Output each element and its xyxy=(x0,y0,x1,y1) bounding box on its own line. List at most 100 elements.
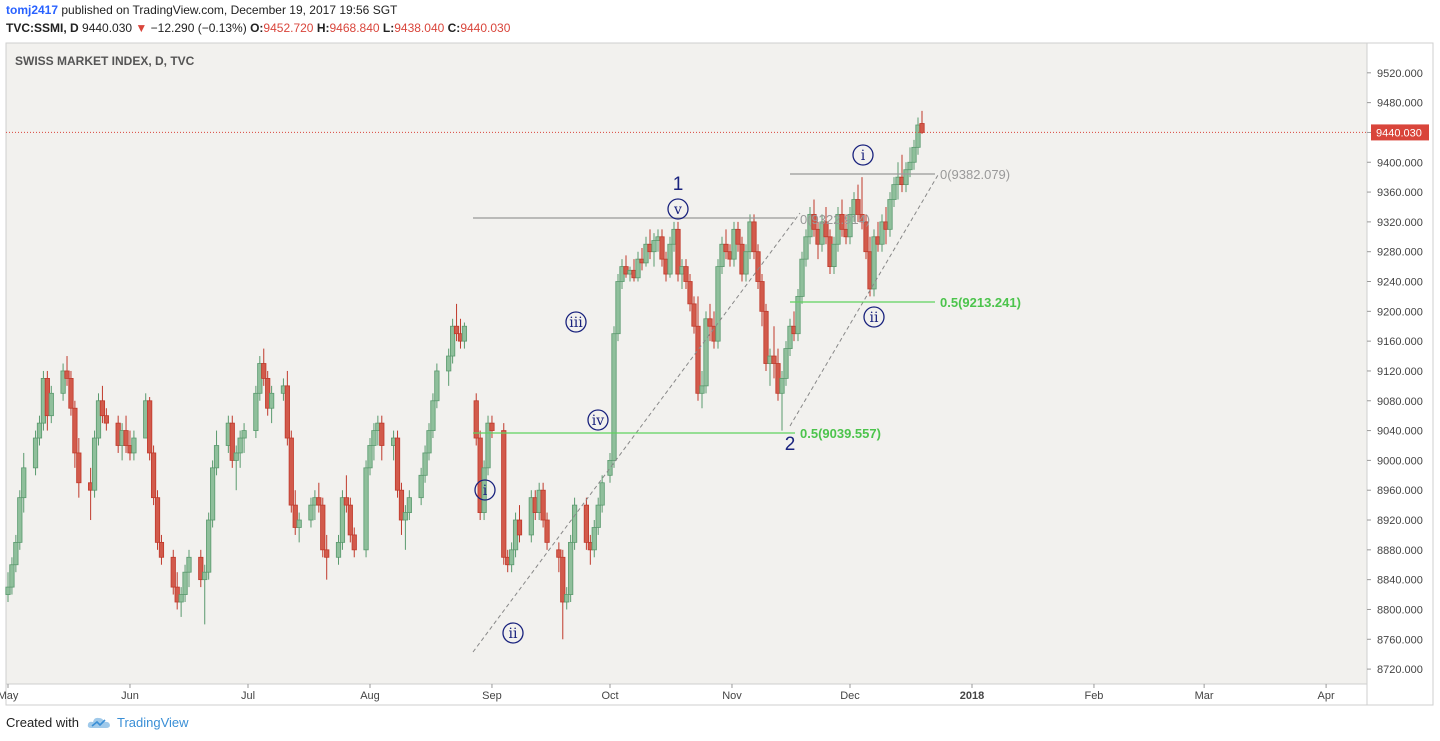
candle-body xyxy=(453,325,460,335)
candle-body xyxy=(202,571,208,581)
candle-body xyxy=(783,348,789,379)
wave-label: 1 xyxy=(673,174,684,195)
y-tick-label: 9000.000 xyxy=(1377,455,1423,467)
candle xyxy=(363,460,369,558)
candle xyxy=(32,430,39,476)
candle-body xyxy=(591,527,597,551)
candle-body xyxy=(64,370,70,379)
y-tick-label: 8840.000 xyxy=(1377,575,1423,587)
candle-body xyxy=(691,303,697,327)
candle-body xyxy=(695,325,701,394)
candle-body xyxy=(481,467,487,513)
x-tick-label: 2018 xyxy=(960,690,984,702)
x-tick-label: Sep xyxy=(482,690,502,702)
candle xyxy=(394,430,401,498)
candle xyxy=(763,303,769,371)
candle-body xyxy=(703,318,709,387)
candle-body xyxy=(707,318,713,327)
candle xyxy=(202,564,208,625)
candle-body xyxy=(799,258,805,297)
close-label: C: xyxy=(447,21,461,35)
candle xyxy=(379,415,385,461)
candle xyxy=(481,460,487,521)
candle xyxy=(131,430,137,461)
symbol-label: TVC:SSMI, D xyxy=(6,21,79,35)
candle-body xyxy=(158,541,165,558)
candle xyxy=(450,318,456,364)
candle xyxy=(158,534,165,565)
candle xyxy=(253,385,259,439)
candle-body xyxy=(154,497,161,543)
candle xyxy=(887,192,893,237)
candle xyxy=(544,512,550,550)
candle-body xyxy=(261,363,267,379)
y-tick-label: 9160.000 xyxy=(1377,336,1423,348)
candle-body xyxy=(316,497,322,506)
candle xyxy=(847,206,853,245)
candle xyxy=(611,326,617,468)
candle xyxy=(540,482,546,528)
candle xyxy=(339,490,346,550)
wave-label-circle xyxy=(565,311,587,333)
x-tick-label: Nov xyxy=(722,690,742,702)
candle-body xyxy=(743,251,749,275)
y-tick-label: 9200.000 xyxy=(1377,306,1423,318)
x-tick-label: Dec xyxy=(840,690,860,702)
candle xyxy=(771,326,777,379)
candle-body xyxy=(367,445,373,469)
author-link[interactable]: tomj2417 xyxy=(6,3,59,17)
wave-label: i xyxy=(861,148,866,164)
candle xyxy=(783,341,789,386)
candle-body xyxy=(347,504,353,536)
candle xyxy=(64,356,70,386)
wave-label-circle xyxy=(863,306,885,328)
candle-body xyxy=(398,489,405,521)
wave-label: i xyxy=(483,483,488,499)
candle-body xyxy=(615,281,621,335)
candle xyxy=(501,423,507,565)
candle xyxy=(863,214,869,260)
candle-body xyxy=(253,392,259,431)
y-tick-label: 9360.000 xyxy=(1377,187,1423,199)
candle xyxy=(430,393,436,439)
candle-body xyxy=(855,199,861,215)
candle xyxy=(907,147,913,178)
open-label: O: xyxy=(250,21,264,35)
candle xyxy=(651,233,657,267)
tradingview-brand-link[interactable]: TradingView xyxy=(116,715,189,730)
candle xyxy=(335,534,342,565)
y-tick-label: 8760.000 xyxy=(1377,634,1423,646)
candle xyxy=(147,397,153,461)
candle xyxy=(903,162,909,193)
candle-body xyxy=(76,452,82,484)
y-tick-label: 9320.000 xyxy=(1377,217,1423,229)
candle xyxy=(915,117,921,155)
candle-body xyxy=(406,497,412,513)
candle-body xyxy=(675,228,681,275)
candle xyxy=(233,445,239,491)
candle-body xyxy=(233,452,239,461)
candle xyxy=(607,452,613,483)
open-value: 9452.720 xyxy=(263,21,314,35)
fib-level-label: 0(9322.914) xyxy=(800,212,870,227)
wave-label: iii xyxy=(569,315,583,331)
wave-label: ii xyxy=(870,310,879,326)
candle xyxy=(743,244,749,282)
y-tick-label: 8800.000 xyxy=(1377,604,1423,616)
low-label: L: xyxy=(382,21,395,35)
candle-body xyxy=(426,430,432,454)
candle-body xyxy=(859,214,865,223)
candle xyxy=(198,549,204,588)
candle-body xyxy=(237,437,243,454)
candle xyxy=(68,370,74,416)
candle xyxy=(320,497,326,558)
wave-label-circle xyxy=(502,622,524,644)
candle xyxy=(296,512,302,543)
created-with-label: Created with xyxy=(6,715,79,730)
candle xyxy=(36,415,43,446)
candle xyxy=(779,370,785,431)
candle-body xyxy=(659,236,665,260)
candle-body xyxy=(687,281,693,305)
candle-body xyxy=(17,497,23,543)
